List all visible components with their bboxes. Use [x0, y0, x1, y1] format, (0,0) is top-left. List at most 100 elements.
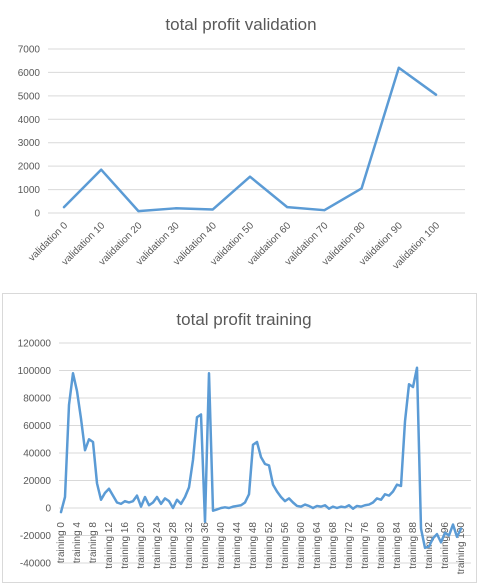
data-point — [92, 441, 94, 443]
data-point — [292, 501, 294, 503]
x-tick-label: training 16 — [120, 522, 131, 569]
y-tick-label: 80000 — [23, 394, 51, 405]
data-point — [232, 505, 234, 507]
data-point — [436, 533, 438, 535]
data-point — [80, 417, 82, 419]
data-point — [108, 488, 110, 490]
x-tick-label: training 88 — [408, 522, 419, 569]
y-tick-label: 2000 — [18, 162, 41, 173]
data-point — [128, 501, 130, 503]
y-tick-label: 1000 — [18, 185, 41, 196]
data-point — [352, 507, 354, 509]
chart-validation-svg: total profit validation 0 1000 2000 3000 400… — [18, 15, 465, 272]
data-point — [396, 483, 398, 485]
data-point — [276, 490, 278, 492]
data-point — [340, 505, 342, 507]
y-tick-label: 7000 — [18, 45, 41, 56]
data-point — [323, 209, 325, 211]
data-point — [112, 494, 114, 496]
y-tick-label: 3000 — [18, 138, 41, 149]
data-point — [376, 497, 378, 499]
data-point — [280, 496, 282, 498]
x-tick-label: training 56 — [280, 522, 291, 569]
data-point — [320, 505, 322, 507]
x-tick-label: training 40 — [216, 522, 227, 569]
data-point — [116, 501, 118, 503]
x-tick-label: training 84 — [392, 522, 403, 569]
data-point — [96, 482, 98, 484]
data-point — [372, 501, 374, 503]
data-point — [174, 207, 176, 209]
data-point — [364, 504, 366, 506]
data-point — [256, 441, 258, 443]
y-tick-label: 0 — [34, 209, 40, 220]
data-point — [136, 494, 138, 496]
data-point — [196, 416, 198, 418]
data-point — [332, 505, 334, 507]
data-point — [220, 507, 222, 509]
data-point — [76, 390, 78, 392]
data-point — [452, 523, 454, 525]
data-point — [308, 505, 310, 507]
y-tick-label: 5000 — [18, 91, 41, 102]
data-point — [424, 547, 426, 549]
data-point — [132, 500, 134, 502]
data-point — [384, 493, 386, 495]
data-point — [144, 496, 146, 498]
data-point — [408, 383, 410, 385]
data-point — [236, 505, 238, 507]
data-point — [264, 463, 266, 465]
y-tick-label: 6000 — [18, 68, 41, 79]
data-point — [200, 413, 202, 415]
y-tick-label: 4000 — [18, 115, 41, 126]
x-tick-label: training 76 — [360, 522, 371, 569]
data-point — [286, 206, 288, 208]
x-tick-label: training 48 — [248, 522, 259, 569]
data-point — [344, 506, 346, 508]
data-point — [212, 510, 214, 512]
data-point — [188, 486, 190, 488]
data-point — [288, 497, 290, 499]
chart-title: total profit validation — [165, 15, 316, 34]
data-point — [148, 504, 150, 506]
data-point — [398, 67, 400, 69]
y-tick-label: 60000 — [23, 421, 51, 432]
x-tick-label: training 72 — [344, 522, 355, 569]
data-point — [224, 506, 226, 508]
x-tick-label: training 24 — [152, 522, 163, 569]
data-point — [348, 504, 350, 506]
data-point — [60, 511, 62, 513]
data-point — [72, 372, 74, 374]
data-point — [260, 456, 262, 458]
data-point — [63, 206, 65, 208]
y-tick-label: 120000 — [18, 339, 52, 350]
data-point — [140, 505, 142, 507]
y-tick-label: -20000 — [20, 531, 52, 542]
data-point — [312, 507, 314, 509]
data-point — [392, 490, 394, 492]
data-point — [216, 508, 218, 510]
x-tick-label: training 52 — [264, 522, 275, 569]
data-point — [388, 494, 390, 496]
x-tick-label: training 64 — [312, 522, 323, 569]
data-point — [192, 459, 194, 461]
series-line — [59, 366, 463, 550]
x-tick-label: training 68 — [328, 522, 339, 569]
data-point — [416, 367, 418, 369]
data-point — [100, 499, 102, 501]
data-point — [432, 537, 434, 539]
data-point — [184, 496, 186, 498]
data-point — [176, 499, 178, 501]
data-point — [84, 449, 86, 451]
chart-training-svg: total profit training -40000 -20000 0 20000… — [18, 310, 471, 574]
data-point — [272, 483, 274, 485]
data-point — [208, 372, 210, 374]
data-point — [104, 492, 106, 494]
data-point — [244, 501, 246, 503]
data-point — [172, 507, 174, 509]
data-point — [324, 504, 326, 506]
x-tick-label: training 44 — [232, 522, 243, 569]
data-point — [240, 504, 242, 506]
data-point — [249, 175, 251, 177]
y-tick-label: 0 — [45, 504, 51, 515]
